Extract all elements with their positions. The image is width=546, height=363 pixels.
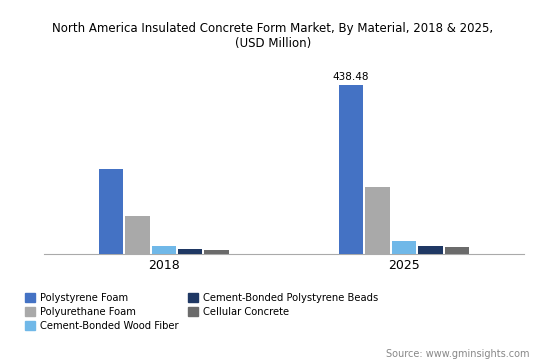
Bar bbox=[152, 246, 176, 254]
Bar bbox=[339, 85, 363, 254]
Bar bbox=[365, 187, 390, 254]
Legend: Polystyrene Foam, Polyurethane Foam, Cement-Bonded Wood Fiber, Cement-Bonded Pol: Polystyrene Foam, Polyurethane Foam, Cem… bbox=[25, 293, 378, 331]
Bar bbox=[205, 250, 229, 254]
Bar bbox=[418, 246, 443, 254]
Bar bbox=[178, 249, 203, 254]
Bar bbox=[125, 216, 150, 254]
Text: North America Insulated Concrete Form Market, By Material, 2018 & 2025,
(USD Mil: North America Insulated Concrete Form Ma… bbox=[52, 22, 494, 50]
Bar bbox=[99, 170, 123, 254]
Bar bbox=[392, 241, 416, 254]
Bar bbox=[445, 247, 469, 254]
Text: Source: www.gminsights.com: Source: www.gminsights.com bbox=[386, 349, 530, 359]
Text: 438.48: 438.48 bbox=[333, 72, 370, 82]
